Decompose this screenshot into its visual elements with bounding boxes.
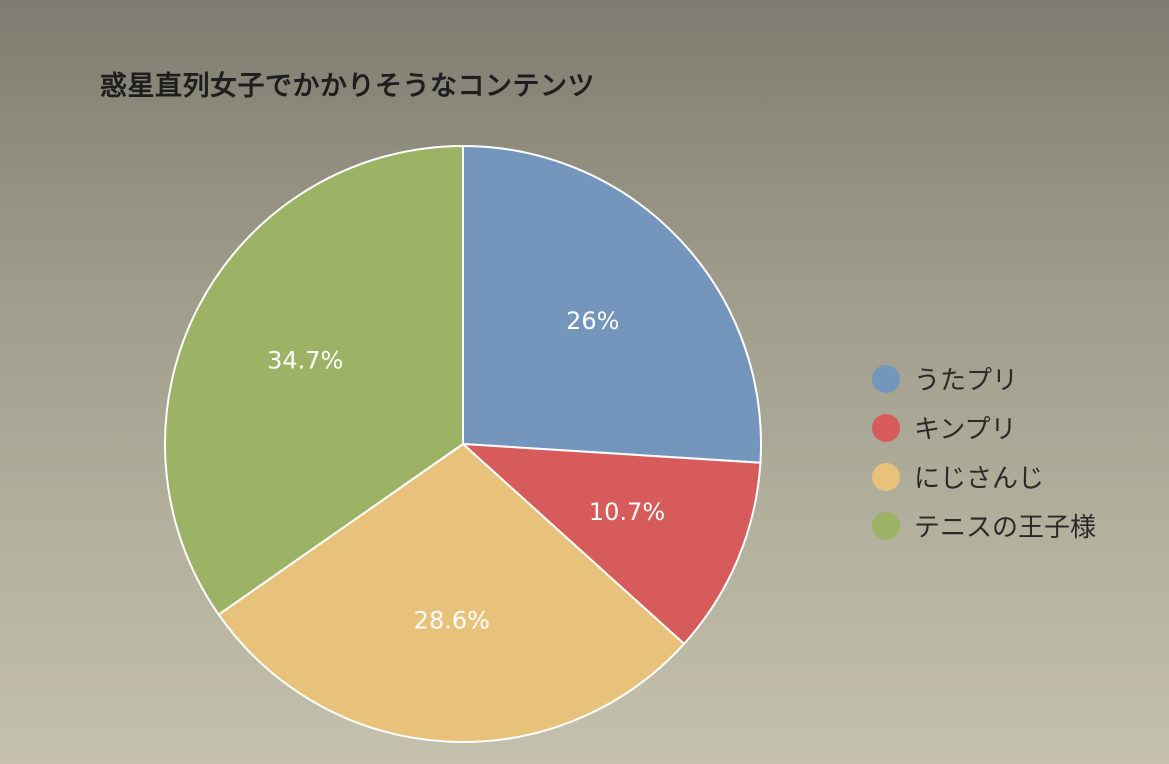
pie-slice-nijisanji[interactable] — [217, 442, 686, 743]
legend-swatch — [872, 413, 900, 442]
slice-label-kinpri: 10.7% — [589, 498, 665, 526]
slice-label-utapri: 26% — [566, 307, 619, 335]
legend-item-kinpri[interactable]: キンプリ — [872, 403, 1096, 452]
legend: うたプリ キンプリ にじさんじ テニスの王子様 — [872, 354, 1096, 550]
legend-item-tenipuri[interactable]: テニスの王子様 — [872, 501, 1096, 550]
pie-slice-tenipuri[interactable] — [164, 144, 464, 616]
legend-label: にじさんじ — [914, 464, 1045, 494]
legend-item-nijisanji[interactable]: にじさんじ — [872, 452, 1096, 501]
legend-swatch — [872, 462, 900, 491]
legend-swatch — [872, 511, 900, 540]
legend-label: キンプリ — [914, 415, 1017, 445]
slice-label-tenipuri: 34.7% — [267, 347, 343, 375]
legend-label: うたプリ — [914, 366, 1019, 396]
slice-label-nijisanji: 28.6% — [414, 607, 490, 635]
pie-slice-utapri[interactable] — [462, 144, 762, 464]
legend-item-utapri[interactable]: うたプリ — [872, 354, 1096, 403]
legend-label: テニスの王子様 — [914, 513, 1097, 543]
legend-swatch — [872, 364, 900, 393]
pie-slice-kinpri[interactable] — [460, 442, 762, 646]
chart-title: 惑星直列女子でかかりそうなコンテンツ — [100, 71, 595, 102]
